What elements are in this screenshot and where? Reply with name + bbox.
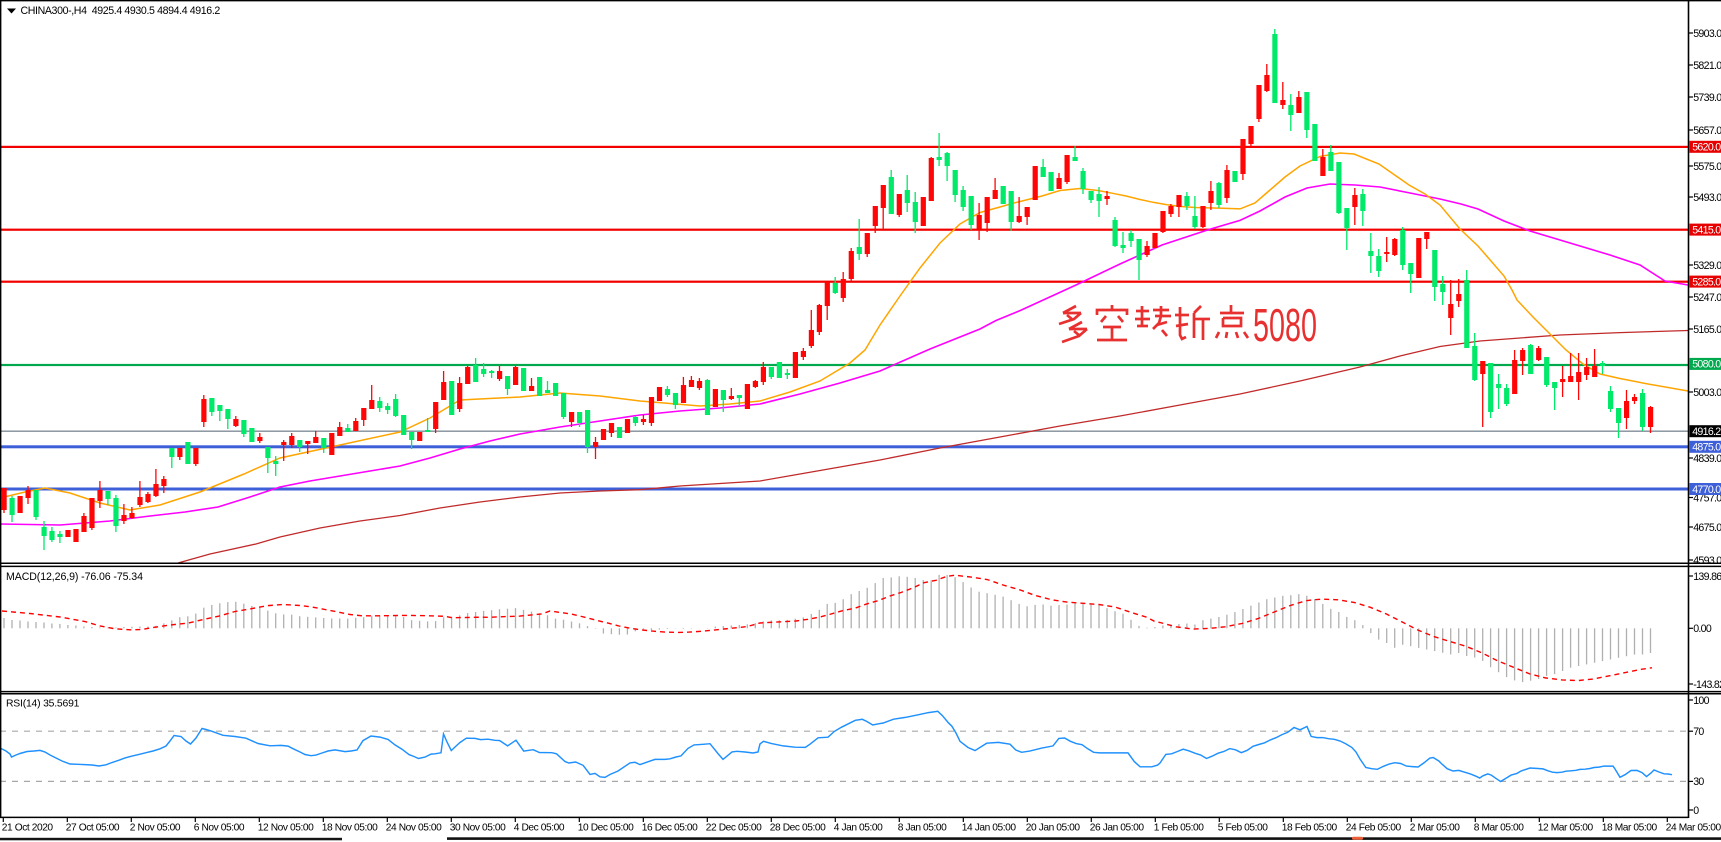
svg-text:5415.0: 5415.0 (1692, 224, 1721, 236)
svg-text:4 Jan 05:00: 4 Jan 05:00 (834, 823, 883, 834)
svg-text:5165.0: 5165.0 (1693, 324, 1721, 336)
svg-text:22 Dec 05:00: 22 Dec 05:00 (706, 823, 762, 834)
svg-text:28 Dec 05:00: 28 Dec 05:00 (770, 823, 826, 834)
svg-text:5620.0: 5620.0 (1692, 142, 1721, 154)
svg-text:24 Mar 05:00: 24 Mar 05:00 (1666, 823, 1721, 834)
svg-text:5903.0: 5903.0 (1693, 28, 1721, 40)
svg-text:5285.0: 5285.0 (1692, 276, 1721, 288)
svg-text:5575.0: 5575.0 (1693, 161, 1721, 173)
svg-text:CHINA300-,H4 4925.4 4930.5 48: CHINA300-,H4 4925.4 4930.5 4894.4 4916.2 (21, 5, 221, 17)
svg-text:2 Nov 05:00: 2 Nov 05:00 (130, 823, 181, 834)
svg-text:27 Oct 05:00: 27 Oct 05:00 (66, 823, 120, 834)
svg-text:100: 100 (1693, 695, 1709, 707)
svg-text:8 Jan 05:00: 8 Jan 05:00 (898, 823, 947, 834)
svg-text:4593.0: 4593.0 (1693, 555, 1721, 567)
svg-text:5657.0: 5657.0 (1693, 125, 1721, 137)
svg-text:1 Feb 05:00: 1 Feb 05:00 (1154, 823, 1205, 834)
svg-text:RSI(14) 35.5691: RSI(14) 35.5691 (6, 699, 80, 710)
svg-text:20 Jan 05:00: 20 Jan 05:00 (1026, 823, 1081, 834)
svg-text:MACD(12,26,9) -76.06 -75.34: MACD(12,26,9) -76.06 -75.34 (6, 571, 143, 583)
svg-text:139.86: 139.86 (1693, 571, 1721, 583)
svg-text:-143.82: -143.82 (1693, 679, 1721, 691)
svg-text:4839.0: 4839.0 (1693, 453, 1721, 465)
svg-text:4675.0: 4675.0 (1693, 522, 1721, 534)
svg-text:5 Feb 05:00: 5 Feb 05:00 (1218, 823, 1269, 834)
svg-text:0: 0 (1693, 805, 1699, 817)
svg-text:18 Feb 05:00: 18 Feb 05:00 (1282, 823, 1338, 834)
svg-text:4 Dec 05:00: 4 Dec 05:00 (514, 823, 565, 834)
svg-text:4770.0: 4770.0 (1692, 484, 1721, 496)
svg-text:5003.0: 5003.0 (1693, 387, 1721, 399)
svg-text:5493.0: 5493.0 (1693, 192, 1721, 204)
svg-text:5080.0: 5080.0 (1692, 359, 1721, 371)
svg-text:5247.0: 5247.0 (1693, 292, 1721, 304)
svg-text:5080: 5080 (1253, 299, 1317, 351)
svg-text:4757.0: 4757.0 (1693, 492, 1721, 504)
svg-text:12 Mar 05:00: 12 Mar 05:00 (1538, 823, 1594, 834)
svg-text:16 Dec 05:00: 16 Dec 05:00 (642, 823, 698, 834)
svg-text:12 Nov 05:00: 12 Nov 05:00 (258, 823, 314, 834)
svg-text:4875.0: 4875.0 (1692, 442, 1721, 454)
svg-text:18 Nov 05:00: 18 Nov 05:00 (322, 823, 378, 834)
svg-text:30 Nov 05:00: 30 Nov 05:00 (450, 823, 506, 834)
svg-text:70: 70 (1693, 726, 1704, 738)
svg-text:5821.0: 5821.0 (1693, 60, 1721, 72)
svg-text:5739.0: 5739.0 (1693, 92, 1721, 104)
svg-text:4916.2: 4916.2 (1692, 426, 1721, 438)
svg-text:30: 30 (1693, 776, 1704, 788)
svg-text:21 Oct 2020: 21 Oct 2020 (2, 823, 54, 834)
svg-text:14 Jan 05:00: 14 Jan 05:00 (962, 823, 1017, 834)
svg-text:0.00: 0.00 (1693, 623, 1712, 635)
svg-text:18 Mar 05:00: 18 Mar 05:00 (1602, 823, 1658, 834)
svg-text:24 Feb 05:00: 24 Feb 05:00 (1346, 823, 1402, 834)
svg-text:2 Mar 05:00: 2 Mar 05:00 (1410, 823, 1460, 834)
svg-text:8 Mar 05:00: 8 Mar 05:00 (1474, 823, 1524, 834)
svg-text:6 Nov 05:00: 6 Nov 05:00 (194, 823, 245, 834)
svg-text:10 Dec 05:00: 10 Dec 05:00 (578, 823, 634, 834)
svg-text:5329.0: 5329.0 (1693, 260, 1721, 272)
svg-text:24 Nov 05:00: 24 Nov 05:00 (386, 823, 442, 834)
svg-text:26 Jan 05:00: 26 Jan 05:00 (1090, 823, 1145, 834)
